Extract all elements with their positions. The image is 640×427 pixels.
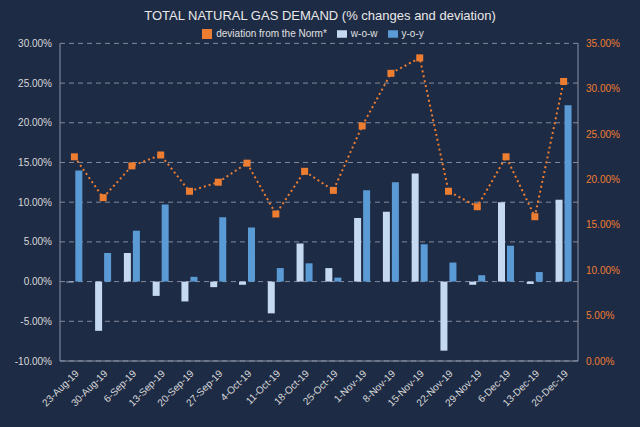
svg-text:35.00%: 35.00% bbox=[586, 38, 620, 49]
svg-text:30-Aug-19: 30-Aug-19 bbox=[69, 367, 110, 408]
svg-text:20-Dec-19: 20-Dec-19 bbox=[529, 367, 570, 408]
svg-text:20.00%: 20.00% bbox=[18, 117, 52, 128]
svg-text:6-Dec-19: 6-Dec-19 bbox=[475, 367, 513, 405]
html-text:w-o-w: w-o-w bbox=[350, 28, 378, 39]
svg-text:15.00%: 15.00% bbox=[18, 157, 52, 168]
svg-text:8-Nov-19: 8-Nov-19 bbox=[360, 367, 398, 405]
svg-text:4-Oct-19: 4-Oct-19 bbox=[218, 367, 254, 403]
svg-text:13-Sep-19: 13-Sep-19 bbox=[126, 367, 168, 409]
html-text:y-o-y: y-o-y bbox=[401, 28, 424, 39]
svg-text:10.00%: 10.00% bbox=[18, 197, 52, 208]
svg-text:25.00%: 25.00% bbox=[18, 78, 52, 89]
svg-text:22-Nov-19: 22-Nov-19 bbox=[414, 367, 455, 409]
svg-text:6-Sep-19: 6-Sep-19 bbox=[101, 367, 139, 405]
svg-text:20-Sep-19: 20-Sep-19 bbox=[155, 367, 196, 409]
svg-text:5.00%: 5.00% bbox=[24, 236, 52, 247]
svg-text:0.00%: 0.00% bbox=[24, 276, 52, 287]
svg-text:-10.00%: -10.00% bbox=[15, 356, 52, 367]
svg-text:11-Oct-19: 11-Oct-19 bbox=[243, 367, 283, 407]
svg-text:15-Nov-19: 15-Nov-19 bbox=[385, 367, 427, 409]
svg-text:29-Nov-19: 29-Nov-19 bbox=[443, 367, 484, 408]
html-text:TOTAL NATURAL GAS DEMAND (% ch: TOTAL NATURAL GAS DEMAND (% changes and … bbox=[144, 8, 496, 23]
svg-text:23-Aug-19: 23-Aug-19 bbox=[40, 367, 81, 409]
svg-text:15.00%: 15.00% bbox=[586, 219, 620, 230]
svg-text:25.00%: 25.00% bbox=[586, 129, 620, 140]
svg-text:30.00%: 30.00% bbox=[586, 83, 620, 94]
svg-text:25-Oct-19: 25-Oct-19 bbox=[301, 367, 341, 407]
svg-text:1-Nov-19: 1-Nov-19 bbox=[331, 367, 369, 405]
svg-text:5.00%: 5.00% bbox=[586, 310, 614, 321]
svg-text:13-Dec-19: 13-Dec-19 bbox=[500, 367, 542, 409]
svg-text:27-Sep-19: 27-Sep-19 bbox=[184, 367, 225, 408]
svg-text:0.00%: 0.00% bbox=[586, 356, 614, 367]
svg-text:-5.00%: -5.00% bbox=[20, 316, 52, 327]
svg-text:18-Oct-19: 18-Oct-19 bbox=[271, 367, 311, 407]
svg-text:30.00%: 30.00% bbox=[18, 38, 52, 49]
html-text:deviation from the Norm*: deviation from the Norm* bbox=[216, 28, 327, 39]
svg-text:10.00%: 10.00% bbox=[586, 265, 620, 276]
svg-text:20.00%: 20.00% bbox=[586, 174, 620, 185]
